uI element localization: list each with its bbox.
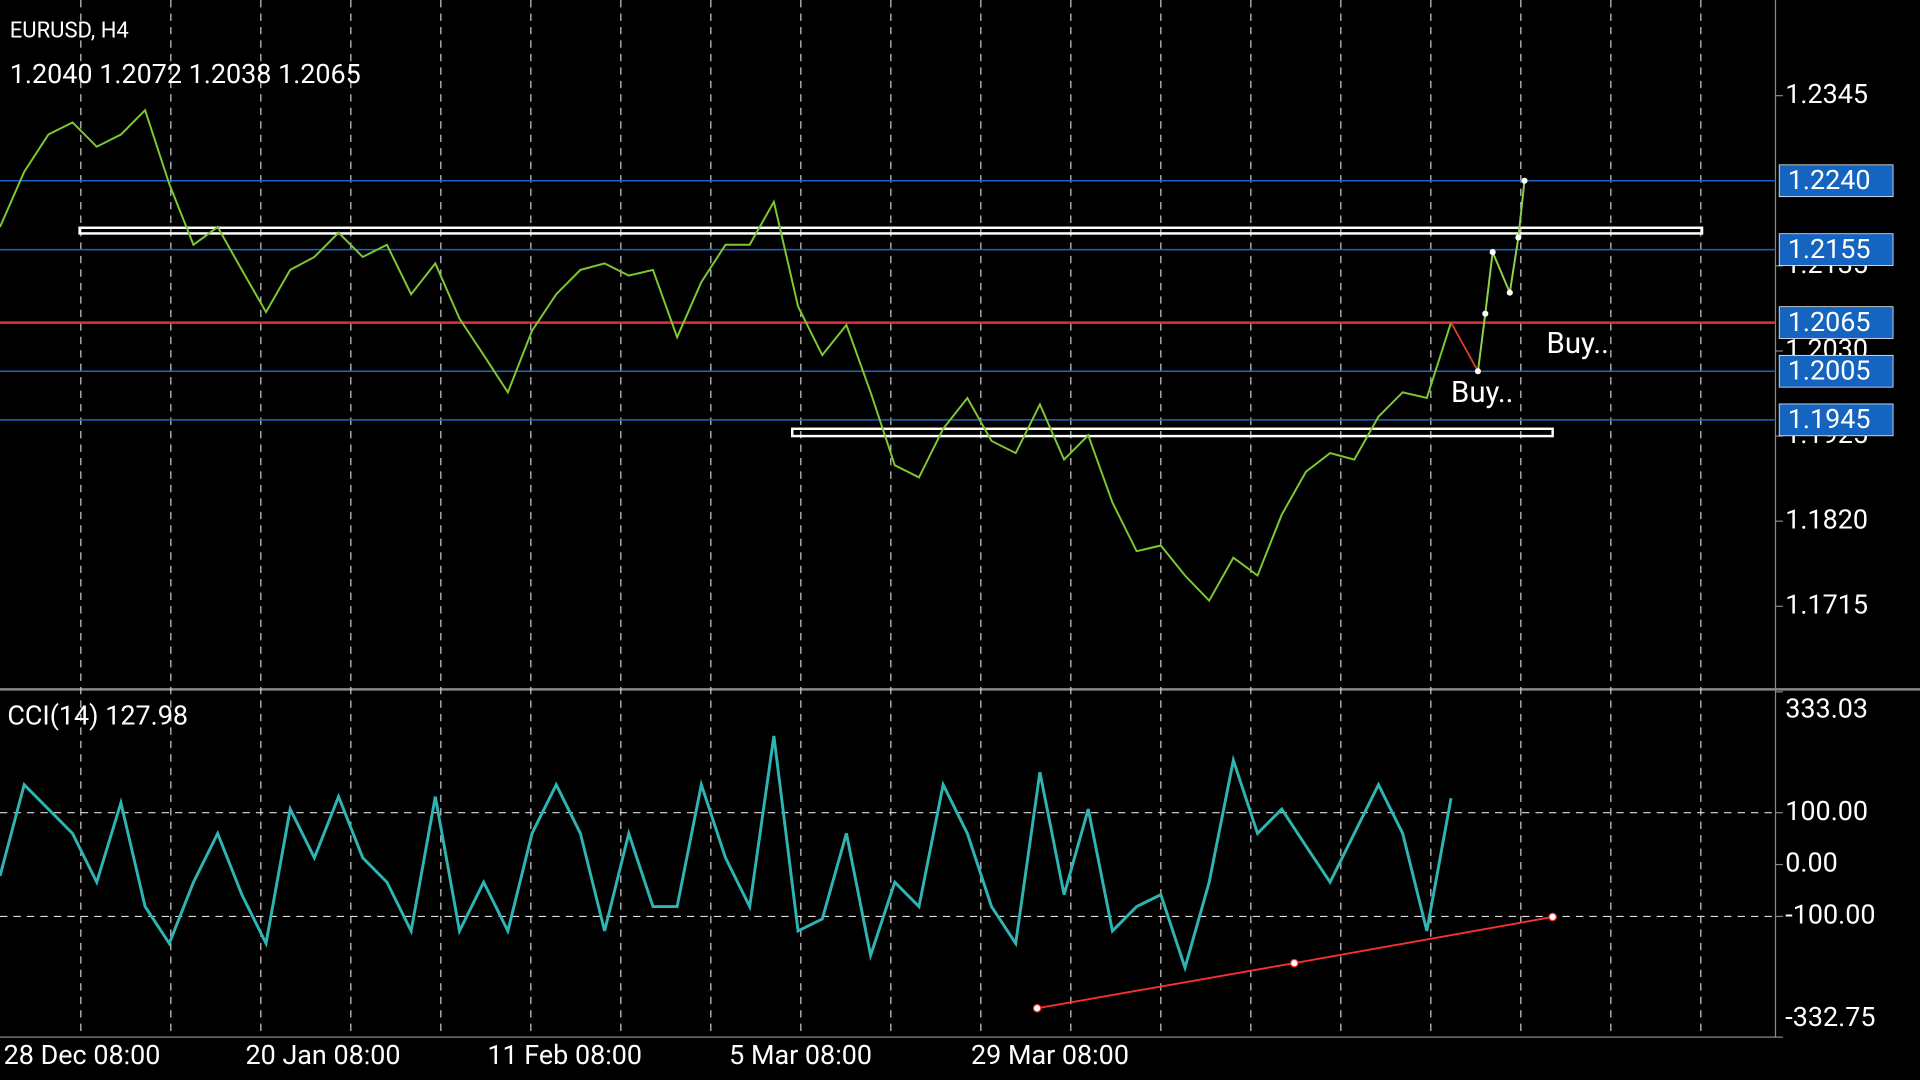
level-label: 1.1945 [1788, 403, 1871, 435]
level-label-box [1778, 233, 1894, 266]
trendline-point [1290, 958, 1299, 968]
y-tick-label: 0.00 [1785, 847, 1838, 879]
x-tick-label: 20 Jan 08:00 [246, 1039, 401, 1071]
level-label: 1.2155 [1788, 233, 1871, 265]
y-tick-label: 100.00 [1785, 795, 1868, 827]
y-tick-label: 333.03 [1785, 692, 1868, 724]
trendline-point [1548, 912, 1557, 922]
y-tick-label: 1.2345 [1785, 78, 1868, 110]
zone-box [78, 226, 1704, 235]
grid [80, 0, 1702, 1038]
projection-line [1476, 180, 1526, 372]
projection-point [1515, 234, 1522, 241]
projection-point [1489, 249, 1496, 256]
level-label-box [1778, 354, 1894, 388]
y-tick-label: 1.1820 [1785, 503, 1868, 535]
level-label-box [1778, 306, 1894, 339]
level-label: 1.2065 [1788, 306, 1871, 338]
projection-point [1521, 177, 1528, 184]
x-tick-label: 5 Mar 08:00 [729, 1039, 872, 1071]
y-tick-label: 1.1715 [1785, 588, 1868, 620]
cci-line [0, 735, 1453, 973]
projection-point [1506, 289, 1513, 296]
projection-lead [1450, 322, 1479, 372]
level-label-box [1778, 164, 1894, 198]
projection-point [1482, 310, 1489, 317]
zone-box [791, 427, 1554, 438]
y-tick-label: -332.75 [1785, 1001, 1875, 1033]
price-line [0, 108, 1452, 603]
y-tick-label: -100.00 [1785, 899, 1875, 931]
level-label: 1.2240 [1788, 164, 1871, 196]
chart-title: EURUSD, H4 [10, 19, 129, 44]
x-tick-label: 28 Dec 08:00 [4, 1039, 161, 1071]
annotation: Buy.. [1547, 327, 1609, 361]
annotation: Buy.. [1451, 376, 1513, 410]
level-label-box [1778, 403, 1894, 437]
x-tick-label: 11 Feb 08:00 [487, 1039, 642, 1071]
x-tick-label: 29 Mar 08:00 [971, 1039, 1129, 1071]
ohlc-text: 1.2040 1.2072 1.2038 1.2065 [10, 58, 361, 90]
indicator-title: CCI(14) 127.98 [7, 700, 188, 732]
projection-point [1474, 368, 1482, 375]
level-label: 1.2005 [1788, 355, 1871, 387]
trendline-point [1032, 1003, 1042, 1013]
